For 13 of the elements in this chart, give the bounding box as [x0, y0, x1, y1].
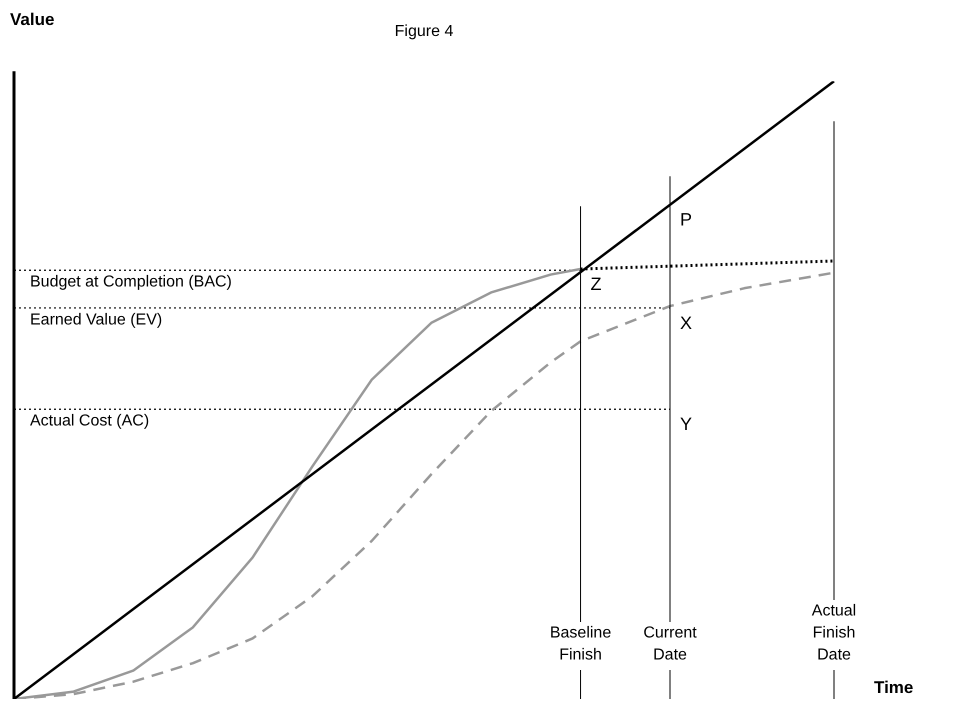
x-tick-label: Baseline Finish [550, 624, 612, 664]
x-tick-label: Actual Finish Date [812, 602, 856, 664]
series-label: Actual Cost (AC) [30, 412, 150, 430]
annotation: Z [590, 274, 602, 294]
chart-title: Figure 4 [394, 23, 454, 40]
annotation: Y [680, 414, 692, 434]
x-axis-title: Time [874, 678, 914, 698]
annotation: P [680, 210, 692, 230]
annotation: X [680, 312, 692, 333]
x-tick-label: Current Date [643, 624, 698, 664]
series-label: Budget at Completion (BAC) [30, 274, 232, 291]
series-label: Earned Value (EV) [30, 311, 162, 328]
y-axis-title: Value [10, 10, 54, 30]
